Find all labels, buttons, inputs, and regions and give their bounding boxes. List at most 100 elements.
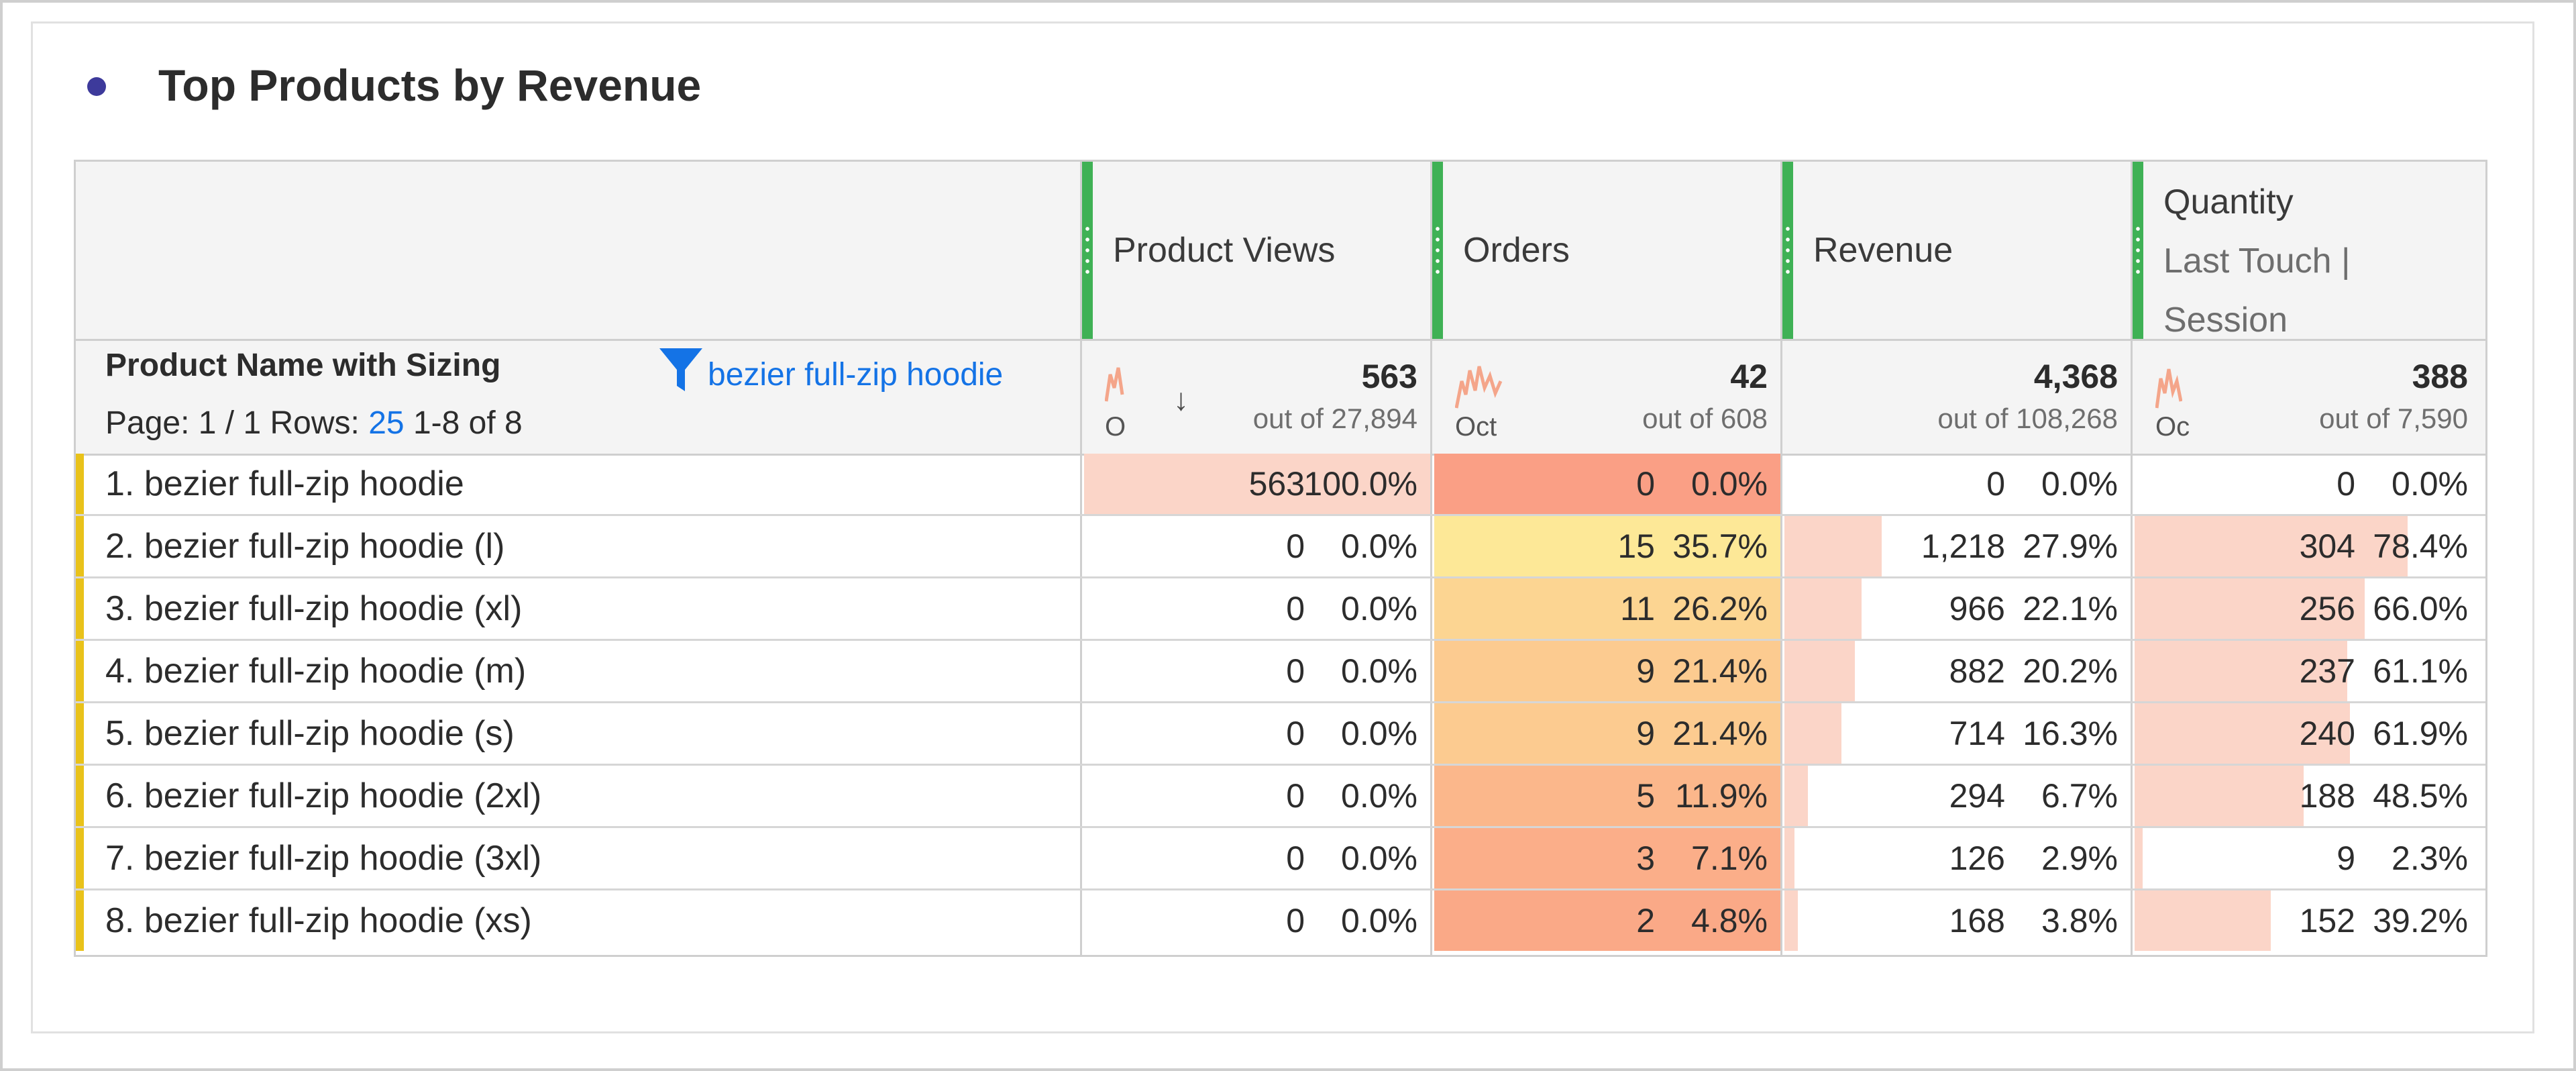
row-selection-marker[interactable] [76,641,84,701]
panel-title[interactable]: Top Products by Revenue [158,60,702,110]
table-row-label[interactable]: 6. bezier full-zip hoodie (2xl) [105,766,541,826]
cell-value-bar [1784,890,1798,951]
column-header-orders[interactable]: Orders [1432,162,1782,339]
table-cell-orders[interactable]: 9 21.4% [1434,641,1782,701]
cell-percent: 21.4% [1672,652,1768,690]
sparkline-label: Oc [2155,412,2190,442]
table-row-label[interactable]: 1. bezier full-zip hoodie [105,454,464,514]
table-row-label[interactable]: 4. bezier full-zip hoodie (m) [105,641,526,701]
table-cell-quantity[interactable]: 152 39.2% [2135,890,2483,951]
row-divider [76,576,2485,578]
row-selection-marker[interactable] [76,454,84,514]
table-cell-product-views[interactable]: 0 0.0% [1084,516,1432,576]
cell-percent: 0.0% [1341,527,1417,565]
table-cell-quantity[interactable]: 188 48.5% [2135,766,2483,826]
cell-value-bar [1434,641,1782,701]
column-label: Quantity Last Touch | Session [2163,172,2351,350]
row-index: 7. [105,839,135,878]
table-row-label[interactable]: 5. bezier full-zip hoodie (s) [105,703,515,764]
cell-value: 168 [1949,902,2005,939]
table-cell-quantity[interactable]: 304 78.4% [2135,516,2483,576]
cell-value-bar [2135,828,2143,888]
table-row-label[interactable]: 3. bezier full-zip hoodie (xl) [105,578,522,639]
table-cell-product-views[interactable]: 0 0.0% [1084,641,1432,701]
sparkline-label: Oct [1455,412,1497,442]
cell-value: 563 [1248,465,1305,503]
row-range: 1-8 of 8 [413,405,523,441]
table-cell-orders[interactable]: 0 0.0% [1434,454,1782,514]
cell-value: 0 [2337,465,2355,503]
cell-value: 0 [1286,902,1305,939]
column-drag-handle[interactable] [1782,162,1793,339]
table-row-label[interactable]: 7. bezier full-zip hoodie (3xl) [105,828,541,888]
row-selection-marker[interactable] [76,890,84,951]
column-total-out-of: out of 608 [1642,403,1768,434]
column-divider [1080,162,1082,955]
table-cell-product-views[interactable]: 0 0.0% [1084,703,1432,764]
column-header-revenue[interactable]: Revenue [1782,162,2133,339]
filter-icon[interactable] [657,344,705,395]
filter-text[interactable]: bezier full-zip hoodie [708,357,1004,393]
cell-value: 0 [1286,590,1305,627]
table-cell-revenue[interactable]: 126 2.9% [1784,828,2133,888]
summary-cell-quantity: Oc 388 out of 7,590 [2133,341,2483,454]
table-cell-revenue[interactable]: 168 3.8% [1784,890,2133,951]
table-row-label[interactable]: 2. bezier full-zip hoodie (l) [105,516,504,576]
table-cell-quantity[interactable]: 256 66.0% [2135,578,2483,639]
cell-percent: 20.2% [2023,652,2118,690]
table-cell-revenue[interactable]: 714 16.3% [1784,703,2133,764]
summary-row [76,341,2485,456]
row-index: 2. [105,527,135,566]
table-cell-quantity[interactable]: 0 0.0% [2135,454,2483,514]
cell-value: 15 [1617,527,1655,565]
sparkline[interactable] [1455,361,1506,415]
sparkline[interactable] [1105,361,1132,415]
row-index: 6. [105,776,135,815]
table-cell-revenue[interactable]: 0 0.0% [1784,454,2133,514]
sort-descending-icon[interactable]: ↓ [1173,382,1189,417]
table-cell-revenue[interactable]: 1,218 27.9% [1784,516,2133,576]
dimension-title[interactable]: Product Name with Sizing [105,348,501,383]
table-cell-revenue[interactable]: 294 6.7% [1784,766,2133,826]
table-cell-product-views[interactable]: 563 100.0% [1084,454,1432,514]
row-selection-marker[interactable] [76,578,84,639]
table-cell-product-views[interactable]: 0 0.0% [1084,890,1432,951]
column-drag-handle[interactable] [2133,162,2143,339]
table-cell-orders[interactable]: 15 35.7% [1434,516,1782,576]
table-cell-orders[interactable]: 2 4.8% [1434,890,1782,951]
cell-value-bar [1784,578,1862,639]
column-label: Product Views [1113,231,1336,270]
table-cell-product-views[interactable]: 0 0.0% [1084,578,1432,639]
row-name: bezier full-zip hoodie (l) [144,527,505,566]
row-selection-marker[interactable] [76,703,84,764]
row-divider [76,826,2485,828]
column-total: 388 [2412,358,2468,395]
panel-status-dot[interactable] [87,77,106,96]
cell-percent: 0.0% [2392,465,2468,503]
table-cell-orders[interactable]: 9 21.4% [1434,703,1782,764]
column-header-quantity[interactable]: Quantity Last Touch | Session [2133,162,2483,340]
rows-per-page-selector[interactable]: 25 [368,405,405,441]
sparkline[interactable] [2155,361,2182,415]
row-selection-marker[interactable] [76,516,84,576]
row-name: bezier full-zip hoodie (3xl) [144,839,542,878]
cell-percent: 0.0% [1341,715,1417,752]
table-cell-orders[interactable]: 11 26.2% [1434,578,1782,639]
table-cell-orders[interactable]: 5 11.9% [1434,766,1782,826]
cell-value-bar [1434,890,1782,951]
table-cell-revenue[interactable]: 882 20.2% [1784,641,2133,701]
table-cell-quantity[interactable]: 240 61.9% [2135,703,2483,764]
column-header-product-views[interactable]: Product Views [1082,162,1432,339]
row-selection-marker[interactable] [76,828,84,888]
table-cell-orders[interactable]: 3 7.1% [1434,828,1782,888]
table-cell-quantity[interactable]: 9 2.3% [2135,828,2483,888]
table-cell-revenue[interactable]: 966 22.1% [1784,578,2133,639]
cell-percent: 4.8% [1691,902,1768,939]
column-drag-handle[interactable] [1432,162,1443,339]
table-cell-product-views[interactable]: 0 0.0% [1084,828,1432,888]
column-drag-handle[interactable] [1082,162,1093,339]
table-cell-product-views[interactable]: 0 0.0% [1084,766,1432,826]
table-cell-quantity[interactable]: 237 61.1% [2135,641,2483,701]
table-row-label[interactable]: 8. bezier full-zip hoodie (xs) [105,890,532,951]
row-selection-marker[interactable] [76,766,84,826]
